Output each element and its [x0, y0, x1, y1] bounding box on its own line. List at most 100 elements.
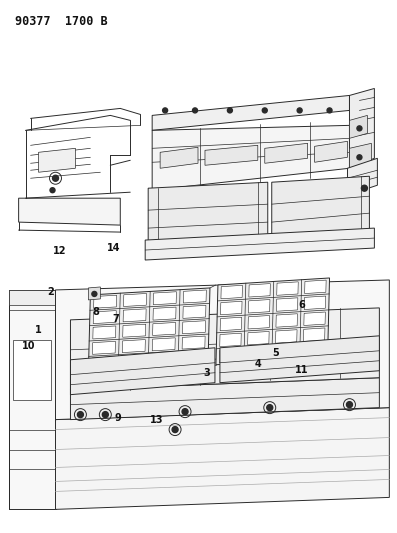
Circle shape	[50, 188, 55, 193]
Text: 13: 13	[150, 415, 164, 425]
Polygon shape	[122, 355, 145, 368]
Circle shape	[267, 405, 273, 410]
Polygon shape	[249, 300, 270, 313]
Text: 12: 12	[53, 246, 67, 255]
Circle shape	[357, 126, 362, 131]
Polygon shape	[314, 141, 347, 162]
Polygon shape	[349, 143, 371, 168]
Polygon shape	[347, 158, 378, 195]
Circle shape	[193, 108, 197, 113]
Polygon shape	[70, 348, 215, 394]
Polygon shape	[122, 340, 145, 352]
Polygon shape	[19, 198, 120, 225]
Text: 6: 6	[298, 300, 305, 310]
Polygon shape	[220, 333, 241, 346]
Circle shape	[172, 426, 178, 433]
Polygon shape	[152, 353, 175, 366]
Polygon shape	[247, 348, 269, 361]
Polygon shape	[9, 290, 56, 510]
Polygon shape	[148, 182, 268, 248]
Circle shape	[102, 411, 108, 417]
Text: 2: 2	[47, 287, 54, 297]
Polygon shape	[220, 301, 242, 315]
Polygon shape	[145, 228, 374, 260]
Circle shape	[227, 108, 232, 113]
Text: 8: 8	[92, 307, 99, 317]
Polygon shape	[152, 95, 349, 131]
Circle shape	[327, 108, 332, 113]
Polygon shape	[276, 298, 298, 311]
Circle shape	[92, 292, 97, 296]
Polygon shape	[277, 282, 298, 295]
Polygon shape	[183, 305, 206, 318]
Polygon shape	[183, 321, 206, 334]
Circle shape	[163, 108, 168, 113]
Polygon shape	[272, 176, 369, 242]
Polygon shape	[275, 346, 297, 359]
Polygon shape	[304, 312, 326, 326]
Polygon shape	[70, 378, 380, 419]
Text: 11: 11	[295, 365, 308, 375]
Polygon shape	[93, 341, 116, 354]
Polygon shape	[216, 278, 330, 365]
Text: 14: 14	[107, 243, 120, 253]
Text: 3: 3	[203, 368, 210, 378]
Text: 5: 5	[272, 348, 279, 358]
Polygon shape	[183, 290, 206, 303]
Polygon shape	[182, 336, 205, 349]
Polygon shape	[304, 280, 326, 294]
Polygon shape	[13, 340, 50, 400]
Polygon shape	[39, 148, 75, 172]
Polygon shape	[70, 308, 380, 390]
Polygon shape	[94, 295, 117, 308]
Polygon shape	[153, 292, 176, 305]
Circle shape	[347, 402, 353, 408]
Polygon shape	[93, 326, 116, 339]
Circle shape	[182, 409, 188, 415]
Polygon shape	[265, 143, 308, 163]
Polygon shape	[248, 332, 269, 345]
Polygon shape	[56, 408, 389, 510]
Polygon shape	[93, 311, 116, 324]
Polygon shape	[303, 328, 325, 342]
Polygon shape	[9, 290, 56, 305]
Polygon shape	[248, 316, 270, 329]
Polygon shape	[349, 88, 374, 168]
Polygon shape	[220, 317, 242, 330]
Polygon shape	[303, 344, 325, 358]
Polygon shape	[153, 307, 176, 320]
Circle shape	[357, 155, 362, 160]
Text: 10: 10	[22, 341, 35, 351]
Polygon shape	[182, 351, 205, 365]
Polygon shape	[276, 314, 297, 327]
Polygon shape	[56, 280, 389, 419]
Polygon shape	[89, 287, 100, 300]
Text: 1: 1	[35, 325, 42, 335]
Polygon shape	[249, 284, 270, 297]
Polygon shape	[152, 125, 349, 190]
Polygon shape	[219, 349, 241, 362]
Polygon shape	[160, 147, 198, 168]
Polygon shape	[152, 322, 175, 335]
Circle shape	[52, 175, 58, 181]
Text: 4: 4	[254, 359, 261, 369]
Polygon shape	[92, 357, 115, 370]
Polygon shape	[220, 336, 380, 383]
Circle shape	[297, 108, 302, 113]
Polygon shape	[123, 324, 146, 337]
Circle shape	[77, 411, 83, 417]
Polygon shape	[152, 338, 175, 351]
Polygon shape	[304, 296, 326, 310]
Polygon shape	[349, 116, 367, 139]
Text: 7: 7	[112, 313, 119, 324]
Polygon shape	[205, 146, 258, 165]
Circle shape	[361, 185, 367, 191]
Text: 9: 9	[114, 413, 121, 423]
Circle shape	[262, 108, 267, 113]
Polygon shape	[123, 309, 146, 322]
Polygon shape	[276, 330, 297, 343]
Text: 90377  1700 B: 90377 1700 B	[15, 15, 107, 28]
Polygon shape	[221, 285, 243, 299]
Polygon shape	[123, 294, 146, 306]
Polygon shape	[89, 288, 210, 372]
